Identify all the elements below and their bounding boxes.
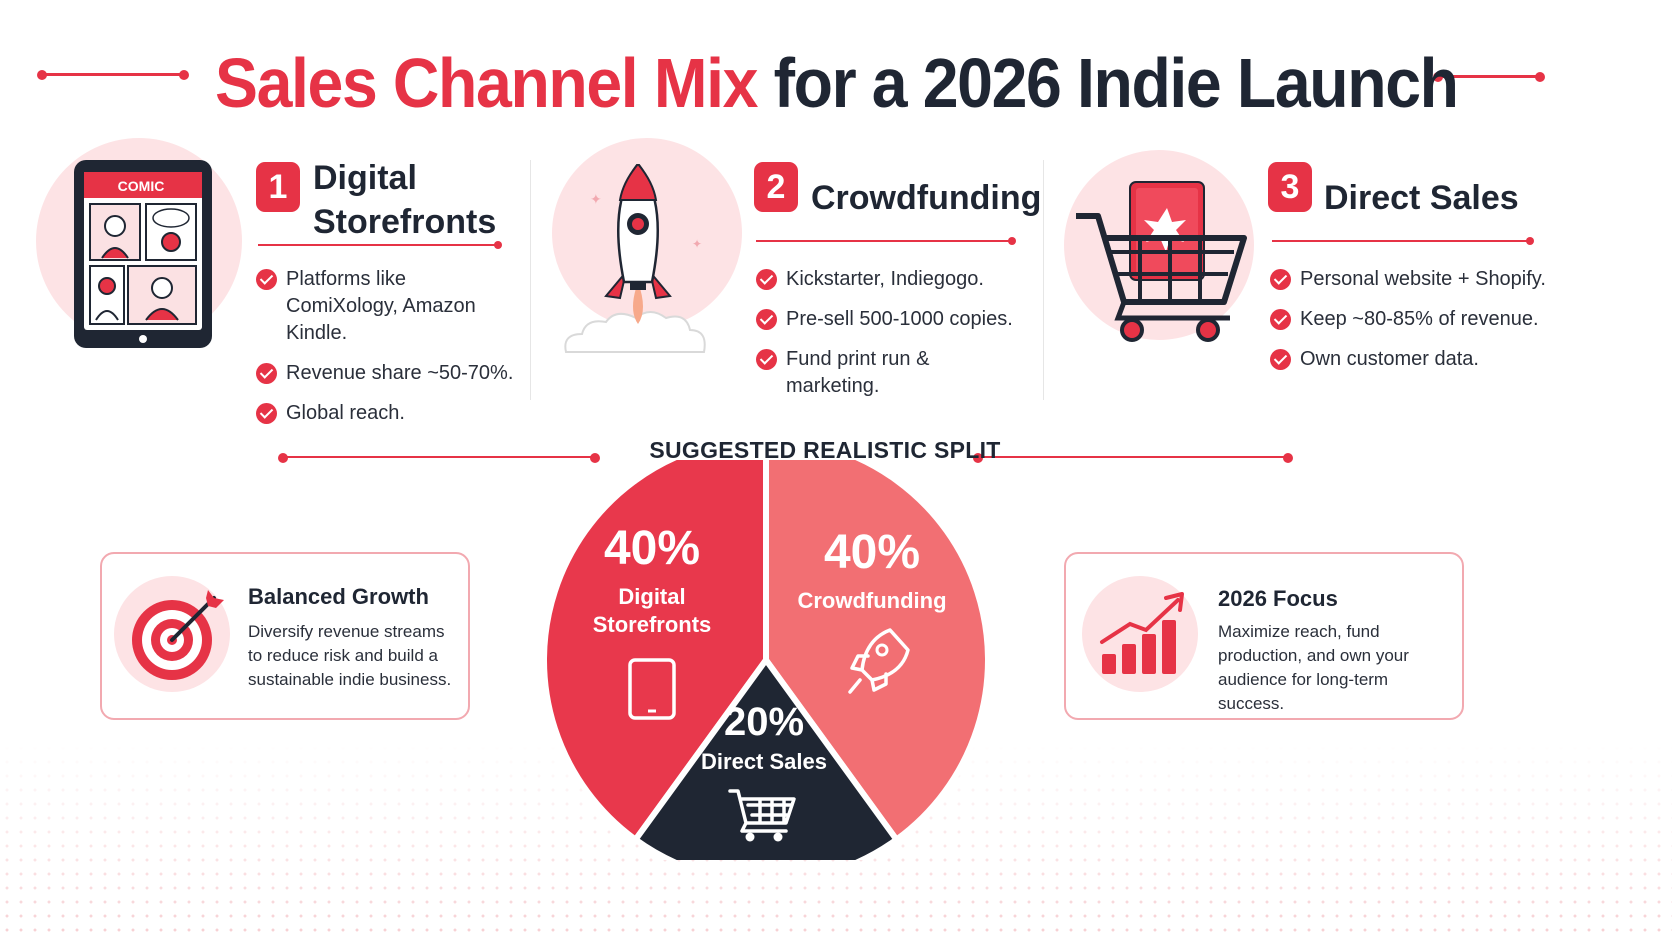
bullet-text-line: Global reach. [286, 402, 405, 424]
channel-number-badge: 3 [1268, 162, 1312, 212]
bullet-text-line: ComiXology, Amazon Kindle. [286, 295, 476, 344]
bullet-text-line: Platforms like [286, 268, 407, 290]
balanced-growth-card: Balanced Growth Diversify revenue stream… [100, 552, 470, 720]
page-title: Sales Channel Mix for a 2026 Indie Launc… [214, 38, 1459, 128]
title-container: Sales Channel Mix for a 2026 Indie Launc… [0, 38, 1672, 128]
bullet-item: Global reach. [256, 400, 526, 427]
check-icon [256, 363, 277, 384]
check-icon [756, 309, 777, 330]
title-divider-right [1433, 71, 1545, 82]
check-icon [756, 269, 777, 290]
split-divider-left [278, 452, 600, 463]
bullet-text-line: marketing. [786, 375, 880, 397]
card-body-line: sustainable indie business. [248, 670, 452, 689]
focus-2026-card: 2026 Focus Maximize reach, fund producti… [1064, 552, 1464, 720]
card-body-line: Diversify revenue streams [248, 622, 445, 641]
pie-value-crowdfunding: 40% [824, 526, 920, 579]
channel-bullet-list: Personal website + Shopify. Keep ~80-85%… [1270, 266, 1570, 386]
check-icon [1270, 269, 1291, 290]
column-divider [1043, 160, 1044, 400]
bullet-item: Keep ~80-85% of revenue. [1270, 306, 1570, 333]
channel-split-pie-chart: 40% Digital Storefronts 40% Crowdfunding 20% D… [541, 460, 991, 860]
channel-number-badge: 2 [754, 162, 798, 212]
channel-title-rule [756, 237, 1016, 245]
title-highlight: Sales Channel Mix [214, 44, 758, 122]
pie-slice-label: Digital [618, 584, 685, 609]
check-icon [256, 269, 277, 290]
bullet-item: Fund print run & marketing. [756, 346, 1036, 400]
channel-title-line-1: Digital [313, 159, 417, 197]
rocket-launch-icon: ✦ ✦ [564, 164, 706, 353]
column-divider [530, 160, 531, 400]
channel-title-rule [258, 241, 502, 249]
bullet-text-line: Personal website + Shopify. [1300, 268, 1546, 290]
cart-with-comic-icon [1076, 181, 1247, 342]
pie-slice-label: Direct Sales [701, 749, 827, 774]
split-divider-right [973, 452, 1293, 463]
tablet-comic-icon: COMIC [74, 160, 212, 348]
check-icon [1270, 349, 1291, 370]
channel-number-badge: 1 [256, 162, 300, 212]
channel-title: Direct Sales [1324, 176, 1519, 220]
bullet-text-line: Keep ~80-85% of revenue. [1300, 308, 1539, 330]
check-icon [756, 349, 777, 370]
card-body: Diversify revenue streams to reduce risk… [248, 620, 462, 692]
channel-crowdfunding: ✦ ✦ 2 Crowdfunding Kickstarter, Indiegog… [540, 138, 1041, 430]
bullet-item: Pre-sell 500-1000 copies. [756, 306, 1036, 333]
card-title: Balanced Growth [248, 584, 429, 609]
tablet-icon [628, 658, 676, 720]
channel-bullet-list: Platforms like ComiXology, Amazon Kindle… [256, 266, 526, 440]
bullet-item: Revenue share ~50-70%. [256, 360, 526, 387]
title-divider-left [37, 69, 189, 80]
bullet-text-line: Revenue share ~50-70%. [286, 362, 514, 384]
bullet-text-line: Pre-sell 500-1000 copies. [786, 308, 1013, 330]
channel-bullet-list: Kickstarter, Indiegogo. Pre-sell 500-100… [756, 266, 1036, 413]
bullet-text-line: Fund print run & [786, 348, 930, 370]
pie-value-direct-sales: 20% [724, 700, 804, 744]
channel-title-line-1: Direct Sales [1324, 179, 1519, 217]
target-icon [132, 590, 224, 680]
bullet-item: Kickstarter, Indiegogo. [756, 266, 1036, 293]
card-body-line: Maximize reach, fund [1218, 622, 1380, 641]
pie-slice-digital-storefronts [541, 460, 769, 843]
growth-chart-icon [1100, 592, 1184, 674]
pie-value-digital-storefronts: 40% [604, 522, 700, 575]
channel-title-rule [1272, 237, 1534, 245]
channel-title: Digital Storefronts [313, 156, 496, 244]
svg-text:✦: ✦ [590, 192, 602, 208]
card-body: Maximize reach, fund production, and own… [1218, 620, 1454, 716]
channel-direct-sales: 3 Direct Sales Personal website + Shopif… [1050, 150, 1670, 430]
channel-title-line-2: Storefronts [313, 203, 497, 241]
pie-slice-label: Storefronts [593, 612, 712, 637]
card-body-line: production, and own your [1218, 646, 1409, 665]
svg-text:✦: ✦ [692, 237, 702, 251]
channel-digital-storefronts: COMIC 1 Digital Storefronts Platforms li… [0, 138, 530, 430]
comic-label: COMIC [118, 178, 165, 194]
title-rest: for a 2026 Indie Launch [773, 44, 1458, 122]
pie-slice-label: Crowdfunding [797, 588, 946, 613]
channel-title-line-1: Crowdfunding [811, 179, 1042, 217]
split-title: SUGGESTED REALISTIC SPLIT [649, 437, 1001, 463]
bullet-item: Personal website + Shopify. [1270, 266, 1570, 293]
pie-slice-direct-sales [632, 657, 900, 860]
cart-icon [728, 789, 796, 842]
rocket-icon [848, 628, 910, 694]
bullet-item: Own customer data. [1270, 346, 1570, 373]
bullet-item: Platforms like ComiXology, Amazon Kindle… [256, 266, 526, 347]
bullet-text-line: Kickstarter, Indiegogo. [786, 268, 984, 290]
check-icon [256, 403, 277, 424]
card-body-line: audience for long-term success. [1218, 670, 1389, 713]
channel-title: Crowdfunding [811, 176, 1041, 220]
card-body-line: to reduce risk and build a [248, 646, 438, 665]
check-icon [1270, 309, 1291, 330]
bullet-text-line: Own customer data. [1300, 348, 1479, 370]
card-title: 2026 Focus [1218, 586, 1338, 611]
